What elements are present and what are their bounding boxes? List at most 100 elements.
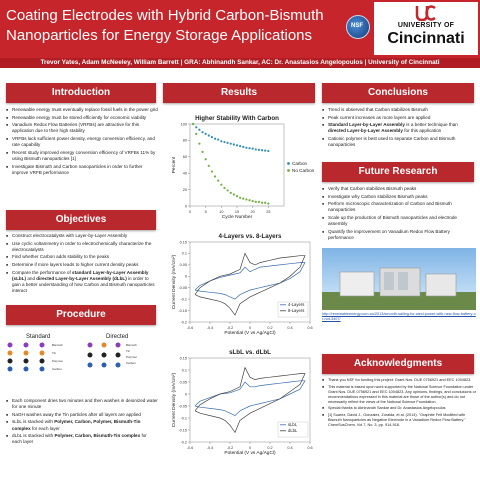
legend-tin: Tin xyxy=(126,349,130,353)
series-line-8-layers xyxy=(194,252,306,316)
data-point-no-carbon xyxy=(223,186,226,190)
list-item: Special thanks to Abhinandh Sankar and D… xyxy=(322,406,476,411)
series-line-dlbl xyxy=(194,366,306,434)
directed-label: Directed xyxy=(106,334,128,340)
lbl-cv-chart: sLbL vs. dLbL -0.6 -0.4 -0.2 0 0.2 0.4 0.6 0.15 0… xyxy=(171,349,313,456)
conclusions-heading: Conclusions xyxy=(322,83,474,103)
chart-title: 4-Layers vs. 8-Layers xyxy=(219,233,283,240)
y-tick-label: 20 xyxy=(183,188,187,192)
data-point-no-carbon xyxy=(248,199,251,202)
authors-byline: Trevor Yates, Adam McNeeley, William Bar… xyxy=(40,59,440,66)
list-item-text: for this application xyxy=(404,128,442,134)
x-axis-label: Potential (V vs Ag/AgCl) xyxy=(224,450,276,456)
legend-carbon: Carbon xyxy=(52,367,62,371)
y-axis-label: Current Density (mA/cm²) xyxy=(171,372,177,427)
y-tick-label: -0.2 xyxy=(180,440,187,444)
data-point-no-carbon xyxy=(195,132,198,135)
list-item: Compare the performance of standard Laye… xyxy=(6,270,158,294)
flow-battery-photo xyxy=(322,248,476,310)
list-item-text: dLbL is stacked with xyxy=(12,433,54,439)
list-item-text: is a better technique than xyxy=(406,122,458,128)
data-point-no-carbon xyxy=(232,193,235,196)
x-tick-label: 5 xyxy=(205,210,207,214)
legend-marker xyxy=(287,169,290,172)
data-point-carbon xyxy=(267,149,270,153)
procedure-heading: Procedure xyxy=(6,305,156,325)
y-tick-label: 0.1 xyxy=(182,368,187,372)
uc-logo: UNIVERSITY OF Cincinnati xyxy=(374,2,478,55)
data-point-no-carbon xyxy=(229,191,232,194)
conclusions-list: Trend is observed that Carbon stabilizes… xyxy=(322,107,476,150)
future-research-heading: Future Research xyxy=(322,162,474,182)
nsf-logo-text: NSF xyxy=(351,23,363,29)
data-point-carbon xyxy=(264,149,267,152)
list-item-text: in order to gain a better understanding … xyxy=(12,275,155,294)
data-point-carbon xyxy=(260,149,264,152)
x-tick-label: 0 xyxy=(189,210,191,214)
list-item: Peak current increases as more layers ar… xyxy=(322,115,476,121)
legend-carbon: Carbon xyxy=(126,361,136,365)
list-item: Quantify the improvement on Vanadium Red… xyxy=(322,229,476,241)
list-item: NaOH washes away the Tin particles after… xyxy=(6,412,158,418)
procedure-list: Each component dries two minutes and the… xyxy=(6,398,158,447)
data-point-no-carbon xyxy=(235,195,239,198)
plot-area xyxy=(189,123,285,207)
list-item: Thank you NSF for funding this project: … xyxy=(322,378,476,383)
legend-bismuth: Bismuth xyxy=(126,343,137,347)
x-tick-label: 15 xyxy=(235,210,239,214)
data-point-no-carbon xyxy=(264,201,267,204)
list-item: Determine if more layers leads to higher… xyxy=(6,262,158,268)
standard-label: Standard xyxy=(26,334,50,340)
legend-label: No Carbon xyxy=(292,168,315,173)
layers-cv-chart: 4-Layers vs. 8-Layers -0.6 -0.4 -0.2 0 0.2 0.4… xyxy=(171,233,313,336)
uc-mark-icon xyxy=(415,5,436,21)
list-item: Cationic polymer is best used to separat… xyxy=(322,136,476,148)
legend-box xyxy=(277,301,309,318)
data-point-carbon xyxy=(220,140,223,143)
x-tick-label: -0.6 xyxy=(187,446,194,450)
poster-header: Coating Electrodes with Hybrid Carbon-Bi… xyxy=(0,0,480,58)
x-tick-label: 25 xyxy=(266,210,270,214)
data-point-carbon xyxy=(239,145,242,148)
objectives-list: Construct electrocatalysts with Layer-by… xyxy=(6,233,158,296)
data-point-no-carbon xyxy=(239,196,242,199)
legend-box xyxy=(277,421,309,438)
x-tick-label: -0.4 xyxy=(207,326,214,330)
list-item-text: for each layer xyxy=(12,433,147,445)
legend-label: sLbL xyxy=(288,422,298,427)
y-tick-label: -0.15 xyxy=(178,309,187,313)
future-research-list: Verify that Carbon stabilizes Bismuth pe… xyxy=(322,186,476,243)
list-item: Standard Layer-by-Layer Assembly is a be… xyxy=(322,122,476,134)
y-tick-label: -0.05 xyxy=(178,286,187,290)
x-axis-label: Potential (V vs Ag/AgCl) xyxy=(224,330,276,336)
legend-tin: Tin xyxy=(52,351,56,355)
y-tick-label: 0 xyxy=(185,275,187,279)
legend-polymer: Polymer xyxy=(126,355,137,359)
list-item: Find whether Carbon adds stability to th… xyxy=(6,254,158,260)
list-item-text: for each layer xyxy=(31,425,60,431)
y-tick-label: 40 xyxy=(183,172,187,176)
data-point-carbon xyxy=(207,134,210,137)
data-point-carbon xyxy=(195,126,198,129)
data-point-no-carbon xyxy=(245,198,248,201)
chart-title: sLbL vs. dLbL xyxy=(229,349,271,356)
y-tick-label: 80 xyxy=(183,139,187,143)
data-point-carbon xyxy=(248,147,251,150)
y-axis-label: Percent xyxy=(171,156,177,173)
data-point-no-carbon xyxy=(204,158,207,161)
data-point-no-carbon xyxy=(207,164,210,167)
introduction-list: Renewable energy must eventually replace… xyxy=(6,107,158,178)
photo-source-link[interactable]: http://renewableenergy.com.au/2013/smoot… xyxy=(322,312,476,322)
list-item: Perform microscopic characterization of … xyxy=(322,201,476,213)
y-tick-label: 0.15 xyxy=(180,240,187,244)
list-item: Investigate Bismuth and Carbon nanoparti… xyxy=(6,164,158,176)
x-tick-label: 0.2 xyxy=(267,446,272,450)
legend-label: 4-Layers xyxy=(288,302,304,307)
data-point-no-carbon xyxy=(217,179,220,182)
data-point-no-carbon xyxy=(220,183,223,186)
list-item: Renewable energy must eventually replace… xyxy=(6,107,158,113)
data-point-carbon xyxy=(229,142,232,145)
data-point-no-carbon xyxy=(210,170,214,173)
list-item-text: and xyxy=(27,275,35,281)
photo-source-url[interactable]: http://renewableenergy.com.au/2013/smoot… xyxy=(322,312,476,321)
